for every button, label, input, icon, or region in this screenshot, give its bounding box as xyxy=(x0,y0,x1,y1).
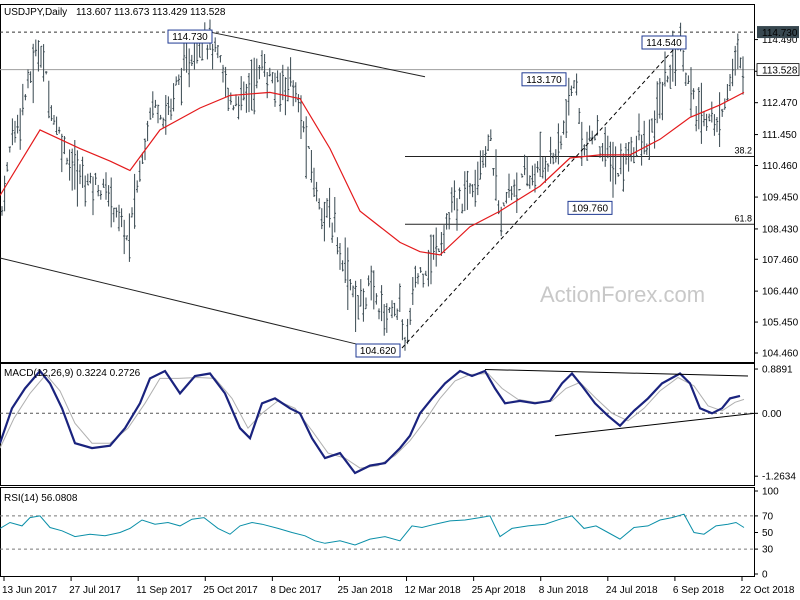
date-tick-label: 25 Oct 2017 xyxy=(203,585,258,596)
macd-trendline xyxy=(484,368,749,377)
date-tick-label: 22 Oct 2018 xyxy=(740,585,795,596)
price-annotation-label: 113.170 xyxy=(526,75,562,86)
rsi-pane-frame xyxy=(0,487,755,577)
date-tick-label: 25 Apr 2018 xyxy=(472,585,526,596)
date-tick-label: 11 Sep 2017 xyxy=(136,585,192,596)
date-tick-label: 25 Jan 2018 xyxy=(337,585,392,596)
channel-line xyxy=(0,257,357,345)
price-annotations: 114.730 114.540 113.170 109.760 104.620 xyxy=(167,29,687,358)
rsi-line xyxy=(0,513,745,546)
rsi-tick-label: 0 xyxy=(762,570,768,581)
rsi-tick-label: 50 xyxy=(762,528,774,539)
price-annotation-box xyxy=(355,343,401,358)
date-tick-label: 24 Jul 2018 xyxy=(606,585,658,596)
rsi-tick-label: 30 xyxy=(762,545,774,556)
price-annotation-label: 114.540 xyxy=(646,38,682,49)
ohlc-value: 113.607 xyxy=(76,7,112,18)
rsi-levels xyxy=(0,515,754,550)
macd-trendline xyxy=(554,412,756,437)
price-tick-label: 111.450 xyxy=(762,130,797,141)
rsi-tick-label: 70 xyxy=(762,511,774,522)
channel-lines xyxy=(0,31,426,345)
price-bars xyxy=(0,19,745,351)
date-tick-label: 8 Dec 2017 xyxy=(270,585,322,596)
price-pane-frame xyxy=(0,4,755,363)
high-price-marker xyxy=(757,26,799,39)
price-reference-lines xyxy=(0,31,754,71)
price-annotation-label: 104.620 xyxy=(360,346,397,357)
watermark: ActionForex.com xyxy=(540,282,705,307)
date-tick-label: 27 Jul 2017 xyxy=(69,585,121,596)
channel-line xyxy=(209,31,426,78)
price-tick-label: 104.460 xyxy=(762,349,799,360)
price-tick-label: 114.490 xyxy=(762,35,798,46)
current-price-marker-label: 113.528 xyxy=(762,66,798,77)
macd-tick-label: 0.00 xyxy=(762,409,782,420)
date-tick-label: 12 Mar 2018 xyxy=(405,585,462,596)
ohlc-header: 113.607 113.673 113.429 113.528 xyxy=(76,7,226,18)
price-axis: 114.490113.475112.470111.450110.460109.4… xyxy=(754,26,800,360)
price-annotation-box xyxy=(641,35,687,50)
macd-tick-label: 0.8891 xyxy=(762,365,793,376)
price-tick-label: 109.450 xyxy=(762,193,799,204)
price-tick-label: 112.470 xyxy=(762,98,798,109)
macd-axis: 0.8891 0.00 -1.2634 xyxy=(754,365,796,483)
rsi-axis: 100 70 50 30 0 xyxy=(754,487,779,581)
price-annotation-label: 114.730 xyxy=(172,32,208,43)
macd-label: MACD(12,26,9) 0.3224 0.2726 xyxy=(4,368,141,379)
rsi-label: RSI(14) 56.0808 xyxy=(4,493,78,504)
price-tick-label: 108.430 xyxy=(762,224,799,235)
date-tick-label: 8 Jun 2018 xyxy=(539,585,589,596)
rsi-tick-label: 100 xyxy=(762,487,779,498)
price-annotation-box xyxy=(167,29,213,44)
ohlc-value: 113.429 xyxy=(152,7,188,18)
fib-level-label: 38.2 xyxy=(734,145,752,155)
macd-line xyxy=(0,369,741,475)
ohlc-value: 113.673 xyxy=(114,7,150,18)
price-annotation-box xyxy=(567,200,613,215)
macd-trendlines xyxy=(484,368,756,437)
fib-level-label: 61.8 xyxy=(734,213,752,223)
symbol-timeframe-label: USDJPY,Daily xyxy=(4,7,67,18)
date-axis: 13 Jun 2017 27 Jul 2017 11 Sep 2017 25 Oct … xyxy=(2,577,795,596)
ohlc-value: 113.528 xyxy=(190,7,226,18)
price-tick-label: 107.460 xyxy=(762,255,799,266)
macd-tick-label: -1.2634 xyxy=(762,472,796,483)
price-tick-label: 110.460 xyxy=(762,161,798,172)
macd-pane-frame xyxy=(0,363,755,486)
price-annotation-box xyxy=(521,72,567,87)
macd-signal-line xyxy=(0,372,745,469)
date-tick-label: 13 Jun 2017 xyxy=(2,585,57,596)
current-price-marker xyxy=(756,63,800,77)
date-tick-label: 6 Sep 2018 xyxy=(673,585,725,596)
price-annotation-label: 109.760 xyxy=(572,203,609,214)
price-tick-label: 106.440 xyxy=(762,287,799,298)
moving-average-line xyxy=(0,91,745,256)
price-tick-label: 105.450 xyxy=(762,318,799,329)
high-price-marker-label: 114.730 xyxy=(762,28,798,39)
